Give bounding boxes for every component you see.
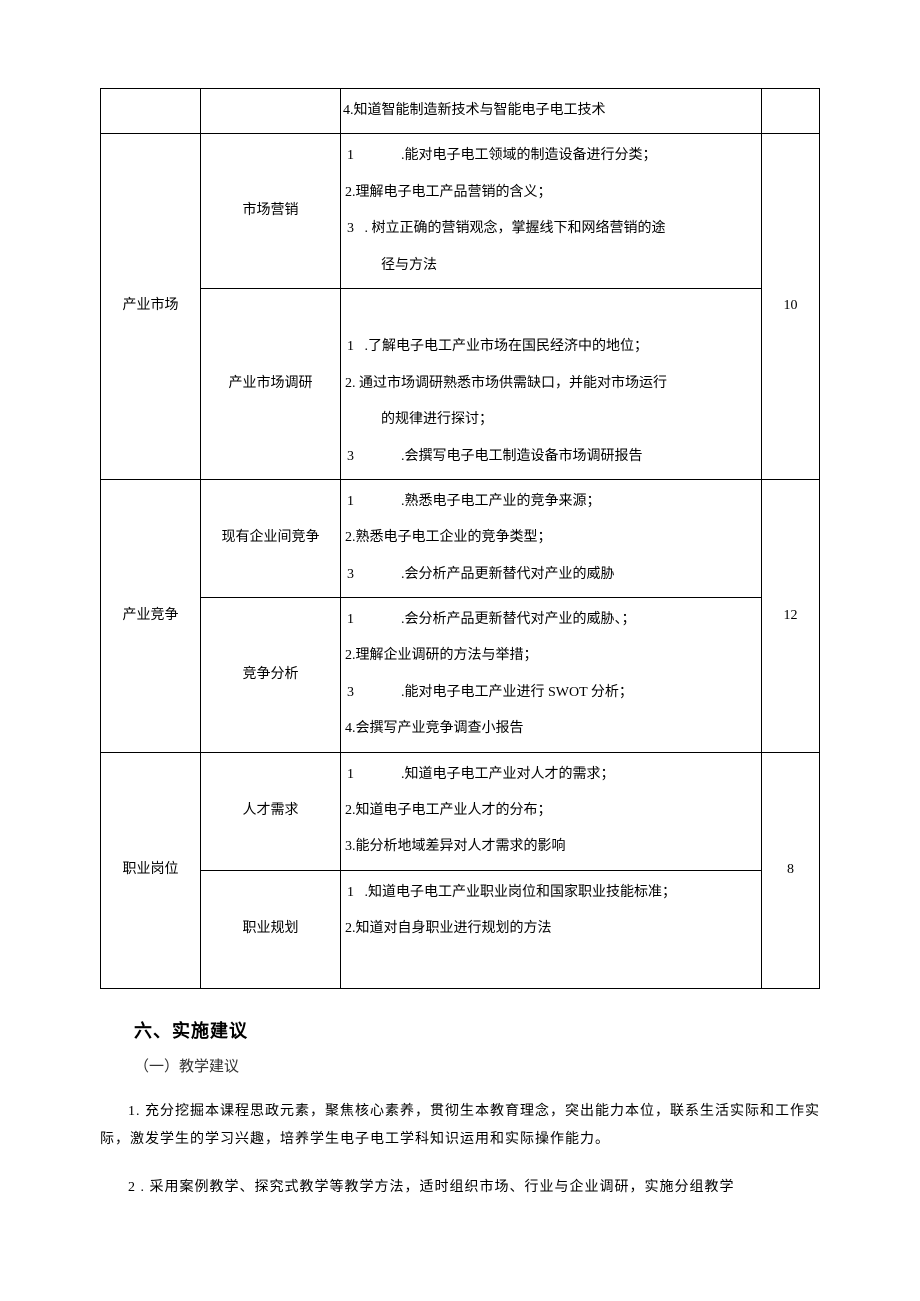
content-cell: 1.会分析产品更新替代对产业的威胁、；2.理解企业调研的方法与举措；3.能对电子… (341, 598, 762, 753)
content-item: 1.知道电子电工产业对人才的需求； (345, 757, 755, 793)
subsection-cell: 产业市场调研 (201, 288, 341, 479)
content-item: 3.会分析产品更新替代对产业的威胁 (345, 557, 755, 593)
content-item: 1.熟悉电子电工产业的竞争来源； (345, 484, 755, 520)
content-item: 的规律进行探讨； (345, 402, 755, 438)
content-item: 2.知道电子电工产业人才的分布； (345, 793, 755, 829)
content-item: 4.会撰写产业竞争调查小报告 (345, 711, 755, 747)
sub-heading: （一）教学建议 (134, 1055, 820, 1076)
content-item (345, 948, 755, 984)
subsection-cell: 人才需求 (201, 752, 341, 870)
content-item: 径与方法 (345, 248, 755, 284)
content-item: 3.能分析地域差异对人才需求的影响 (345, 829, 755, 865)
content-item: 2.理解电子电工产品营销的含义； (345, 175, 755, 211)
content-item: 1.能对电子电工领域的制造设备进行分类； (345, 138, 755, 174)
content-cell: 1.能对电子电工领域的制造设备进行分类；2.理解电子电工产品营销的含义；3 . … (341, 134, 762, 289)
content-item: 1.会分析产品更新替代对产业的威胁、； (345, 602, 755, 638)
content-item: 2.知道对自身职业进行规划的方法 (345, 911, 755, 947)
content-item: 2.理解企业调研的方法与举措； (345, 638, 755, 674)
content-item: 1 .了解电子电工产业市场在国民经济中的地位； (345, 329, 755, 365)
content-item (345, 293, 755, 329)
content-item: 2.熟悉电子电工企业的竞争类型； (345, 520, 755, 556)
subsection-cell: 现有企业间竞争 (201, 479, 341, 597)
subsection-cell: 职业规划 (201, 870, 341, 988)
content-cell: 1 .知道电子电工产业职业岗位和国家职业技能标准；2.知道对自身职业进行规划的方… (341, 870, 762, 988)
subsection-cell: 市场营销 (201, 134, 341, 289)
subsection-cell: 竞争分析 (201, 598, 341, 753)
hours-cell: 12 (762, 479, 820, 752)
hours-cell (762, 89, 820, 134)
content-item: 1 .知道电子电工产业职业岗位和国家职业技能标准； (345, 875, 755, 911)
hours-cell: 10 (762, 134, 820, 480)
section-cell: 产业竞争 (101, 479, 201, 752)
content-cell: 1.知道电子电工产业对人才的需求；2.知道电子电工产业人才的分布；3.能分析地域… (341, 752, 762, 870)
content-item: 2. 通过市场调研熟悉市场供需缺口，并能对市场运行 (345, 366, 755, 402)
content-cell: 1 .了解电子电工产业市场在国民经济中的地位；2. 通过市场调研熟悉市场供需缺口… (341, 288, 762, 479)
section-cell: 职业岗位 (101, 752, 201, 988)
section-cell: 产业市场 (101, 134, 201, 480)
curriculum-table: 4.知道智能制造新技术与智能电子电工技术产业市场市场营销1.能对电子电工领域的制… (100, 88, 820, 989)
content-item: 3 . 树立正确的营销观念，掌握线下和网络营销的途 (345, 211, 755, 247)
paragraph-2: 2 . 采用案例教学、探究式教学等教学方法，适时组织市场、行业与企业调研，实施分… (100, 1174, 820, 1202)
content-cell: 4.知道智能制造新技术与智能电子电工技术 (341, 89, 762, 134)
section-cell (101, 89, 201, 134)
subsection-cell (201, 89, 341, 134)
hours-cell: 8 (762, 752, 820, 988)
paragraph-1: 1. 充分挖掘本课程思政元素，聚焦核心素养，贯彻生本教育理念，突出能力本位，联系… (100, 1098, 820, 1154)
content-item: 3.会撰写电子电工制造设备市场调研报告 (345, 439, 755, 475)
content-item: 3.能对电子电工产业进行 SWOT 分析； (345, 675, 755, 711)
section-heading: 六、实施建议 (134, 1017, 820, 1043)
content-cell: 1.熟悉电子电工产业的竞争来源；2.熟悉电子电工企业的竞争类型；3.会分析产品更… (341, 479, 762, 597)
